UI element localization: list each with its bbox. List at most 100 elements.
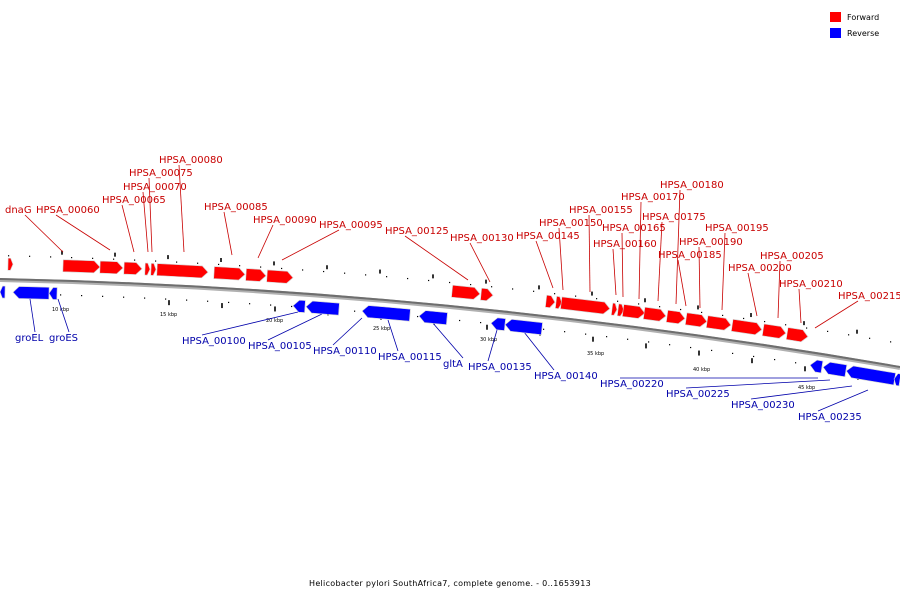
minor-tick — [806, 327, 808, 329]
forward-label-connector — [55, 214, 111, 251]
forward-gene-label: HPSA_00080 — [159, 155, 223, 166]
gene-arrow-shade — [245, 268, 267, 282]
forward-gene-label: HPSA_00190 — [679, 237, 743, 248]
gene-arrow-shade — [480, 287, 494, 302]
forward-gene-label: HPSA_00205 — [760, 251, 824, 262]
minor-tick — [239, 265, 241, 267]
reverse-gene-arrow — [893, 373, 900, 387]
gene-arrow-shade — [99, 260, 124, 275]
forward-label-connector — [469, 242, 491, 283]
forward-gene-arrow — [730, 318, 763, 336]
forward-gene-arrow — [761, 323, 787, 339]
gene-arrow-shade — [292, 299, 306, 313]
forward-gene-label: HPSA_00130 — [450, 233, 514, 244]
forward-gene-arrow — [7, 257, 14, 271]
reverse-gene-label: gltA — [443, 359, 463, 370]
minor-tick — [60, 294, 62, 296]
reverse-label-connector — [201, 311, 299, 336]
gene-arrow-shade — [762, 323, 787, 339]
reverse-label-connector — [29, 298, 36, 333]
forward-gene-arrow — [99, 260, 124, 275]
reverse-gene-label: HPSA_00135 — [468, 362, 532, 373]
minor-tick — [659, 306, 661, 308]
minor-tick — [365, 274, 367, 276]
forward-gene-arrow — [610, 302, 618, 316]
forward-label-connector — [677, 259, 687, 307]
minor-tick — [144, 297, 146, 299]
reverse-label-connector — [57, 298, 70, 333]
forward-gene-label: HPSA_00075 — [129, 168, 193, 179]
gene-arrow-shade — [62, 259, 101, 274]
minor-tick — [722, 314, 724, 317]
minor-tick — [890, 341, 892, 343]
minor-tick — [29, 255, 31, 257]
reverse-gene-arrow — [504, 318, 543, 335]
forward-gene-arrow — [266, 269, 294, 284]
gene-arrow-shade — [305, 300, 340, 316]
gene-arrow-shade — [611, 302, 618, 316]
scale-label: 10 kbp — [52, 307, 69, 313]
minor-tick — [774, 358, 776, 361]
gene-arrow-shade — [490, 317, 507, 331]
reverse-gene-arrow — [361, 305, 411, 322]
gene-arrow-shade — [156, 263, 209, 279]
scale-label: 30 kbp — [480, 337, 497, 343]
gene-arrow-shade — [7, 257, 14, 271]
reverse-gene-arrow — [822, 361, 848, 378]
minor-tick — [123, 296, 125, 298]
forward-gene-arrow — [451, 284, 481, 300]
minor-tick — [81, 295, 83, 297]
forward-gene-label: HPSA_00150 — [539, 218, 603, 229]
forward-gene-label: HPSA_00155 — [569, 205, 633, 216]
minor-tick — [512, 288, 514, 290]
minor-tick — [785, 324, 787, 326]
minor-tick — [743, 317, 745, 320]
reverse-label-connector — [523, 331, 555, 371]
reverse-gene-label: HPSA_00110 — [313, 346, 377, 357]
forward-gene-arrow — [213, 266, 246, 281]
forward-gene-arrow — [684, 312, 708, 328]
minor-tick — [480, 321, 482, 324]
gene-arrow-shade — [846, 365, 897, 386]
forward-gene-label: HPSA_00215 — [838, 291, 900, 302]
minor-tick — [50, 256, 52, 258]
minor-tick — [848, 334, 850, 336]
minor-tick — [218, 263, 220, 266]
forward-gene-label: HPSA_00195 — [705, 223, 769, 234]
reverse-gene-label: HPSA_00220 — [600, 379, 664, 390]
minor-tick — [176, 261, 178, 263]
reverse-gene-arrow — [0, 285, 6, 299]
gene-features — [0, 257, 900, 387]
reverse-gene-arrow — [845, 365, 897, 386]
forward-label-connector — [24, 214, 64, 253]
forward-gene-label: HPSA_00170 — [621, 192, 685, 203]
reverse-gene-label: groES — [49, 333, 78, 344]
forward-gene-label: HPSA_00145 — [516, 231, 580, 242]
gene-arrow-shade — [12, 286, 50, 300]
minor-tick — [449, 281, 451, 284]
minor-tick — [113, 258, 115, 260]
reverse-swatch — [830, 28, 841, 38]
reverse-label-connector — [685, 379, 831, 389]
gene-arrow-shade — [213, 266, 246, 281]
reverse-label-connector — [267, 313, 323, 341]
minor-tick — [564, 331, 566, 333]
legend: Forward Reverse — [830, 9, 892, 41]
scale-labels: 10 kbp 15 kbp 20 kbp 25 kbp 30 kbp 35 kbp 40 k… — [52, 307, 815, 391]
forward-gene-label: HPSA_00090 — [253, 215, 317, 226]
forward-gene-arrow — [560, 296, 611, 315]
minor-tick — [165, 298, 167, 300]
minor-tick — [407, 277, 409, 280]
forward-label-connector — [148, 177, 153, 253]
minor-tick — [344, 272, 346, 274]
reverse-gene-label: HPSA_00115 — [378, 352, 442, 363]
minor-tick — [186, 299, 188, 301]
minor-tick — [533, 290, 535, 292]
minor-tick — [680, 308, 682, 311]
scale-label: 35 kbp — [587, 351, 604, 357]
minor-tick — [795, 362, 797, 364]
reverse-gene-arrow — [305, 300, 340, 316]
forward-gene-arrow — [245, 268, 267, 282]
reverse-gene-label: HPSA_00225 — [666, 389, 730, 400]
